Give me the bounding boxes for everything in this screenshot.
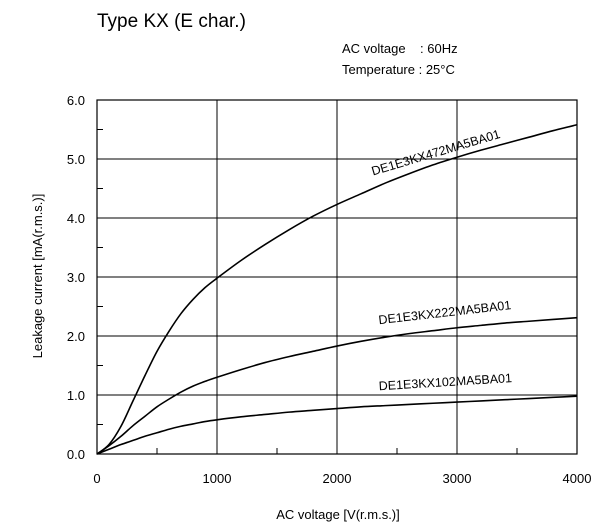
x-tick-label-1: 1000 [203, 471, 232, 486]
y-tick-label-6: 6.0 [67, 93, 85, 108]
series-line-1 [96, 316, 578, 455]
minor-ticks [97, 129, 518, 454]
plot-frame [96, 99, 578, 455]
condition-temperature: Temperature : 25°C [342, 62, 455, 77]
series-labels: DE1E3KX472MA5BA01 DE1E3KX222MA5BA01 DE1E3K… [370, 127, 513, 393]
grid-lines [97, 100, 577, 454]
series-label-2: DE1E3KX102MA5BA01 [378, 371, 512, 393]
x-tick-label-2: 2000 [323, 471, 352, 486]
series-label-1: DE1E3KX222MA5BA01 [378, 298, 512, 327]
y-tick-label-5: 5.0 [67, 152, 85, 167]
series-label-0: DE1E3KX472MA5BA01 [370, 127, 502, 178]
x-tick-labels: 0 1000 2000 3000 4000 [93, 471, 591, 486]
y-tick-label-2: 2.0 [67, 329, 85, 344]
series-line-0 [96, 124, 578, 455]
series-line-2 [96, 395, 578, 455]
y-tick-label-3: 3.0 [67, 270, 85, 285]
x-tick-label-0: 0 [93, 471, 100, 486]
x-tick-label-4: 4000 [563, 471, 592, 486]
chart-title: Type KX (E char.) [97, 11, 246, 32]
y-tick-labels: 0.0 1.0 2.0 3.0 4.0 5.0 6.0 [67, 93, 85, 462]
y-axis-label: Leakage current [mA(r.m.s.)] [30, 194, 45, 359]
condition-ac-voltage: AC voltage : 60Hz [342, 41, 458, 56]
series-lines [96, 124, 578, 455]
x-axis-label: AC voltage [V(r.m.s.)] [276, 507, 400, 522]
y-tick-label-0: 0.0 [67, 447, 85, 462]
y-tick-label-1: 1.0 [67, 388, 85, 403]
x-tick-label-3: 3000 [443, 471, 472, 486]
y-tick-label-4: 4.0 [67, 211, 85, 226]
